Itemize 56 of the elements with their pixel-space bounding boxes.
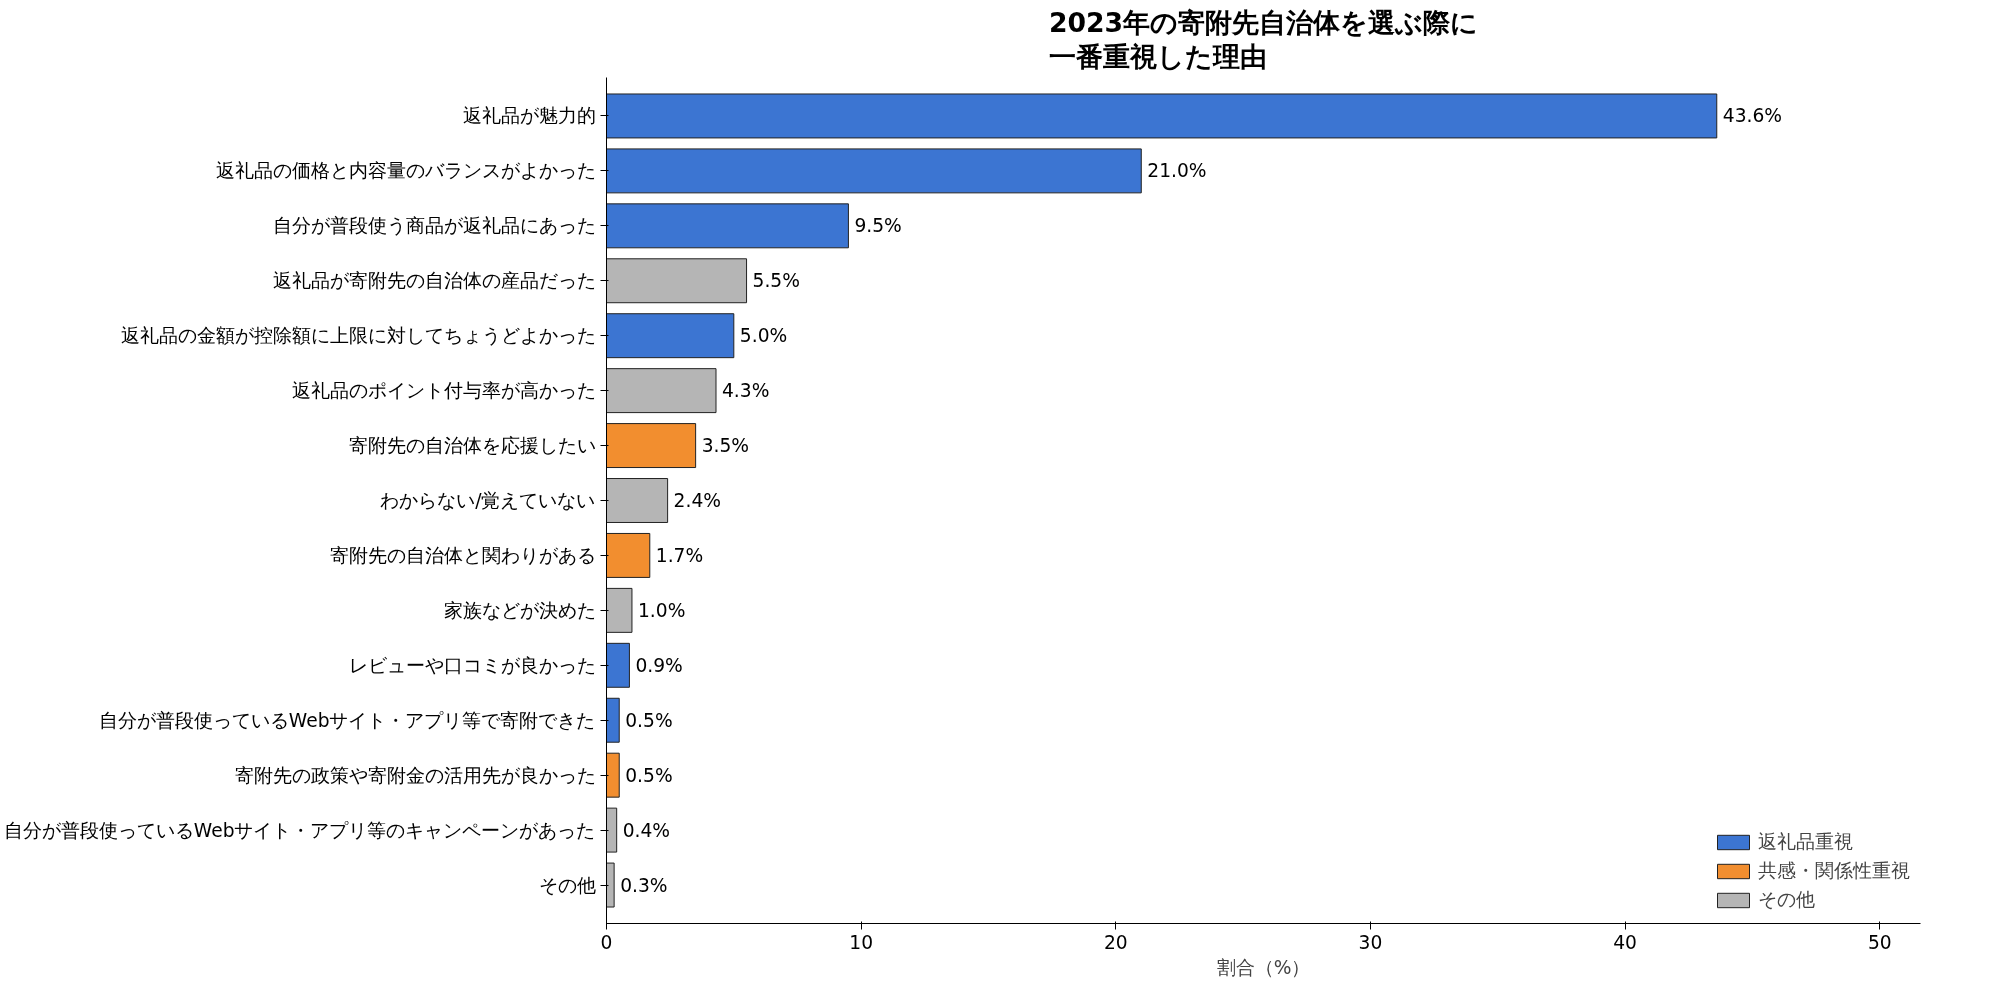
data-label: 0.5%	[625, 764, 673, 786]
x-tick-label: 20	[1103, 931, 1128, 953]
bar	[606, 423, 697, 469]
legend-label: 共感・関係性重視	[1758, 859, 1910, 883]
x-tick-label: 30	[1358, 931, 1383, 953]
y-tick-label: 自分が普段使う商品が返礼品にあった	[272, 215, 596, 237]
y-tick-label: 家族などが決めた	[443, 599, 596, 621]
data-label: 21.0%	[1147, 160, 1207, 182]
data-label: 1.0%	[637, 599, 686, 621]
y-tick-label: わからない/覚えていない	[380, 490, 596, 511]
data-label: 4.3%	[722, 380, 770, 402]
bar	[606, 203, 849, 249]
y-tick-label: 返礼品が魅力的	[462, 105, 596, 127]
y-tick-label: 返礼品の価格と内容量のバランスがよかった	[215, 160, 596, 182]
y-tick-label: 寄附先の自治体と関わりがある	[329, 544, 596, 566]
data-label: 5.0%	[739, 325, 788, 347]
y-tick-label: 寄附先の政策や寄附金の活用先が良かった	[234, 764, 596, 786]
data-label: 5.5%	[752, 270, 800, 292]
data-label: 1.7%	[655, 544, 704, 566]
data-label: 3.5%	[701, 435, 750, 457]
bar	[606, 532, 651, 578]
x-tick-label: 10	[849, 931, 874, 953]
bar	[606, 368, 717, 414]
y-tick-label: 自分が普段使っているWebサイト・アプリ等のキャンペーンがあった	[3, 819, 596, 841]
x-axis-title: 割合（%）	[1216, 956, 1311, 978]
bar	[606, 642, 630, 688]
bar	[606, 807, 618, 853]
data-label: 0.5%	[625, 709, 673, 731]
data-label: 9.5%	[854, 215, 902, 237]
x-tick-label: 50	[1867, 931, 1892, 953]
bar	[606, 148, 1142, 194]
data-label: 43.6%	[1722, 105, 1783, 127]
data-label: 0.4%	[622, 819, 671, 841]
y-tick-label: 返礼品が寄附先の自治体の産品だった	[272, 270, 596, 292]
y-tick-label: 自分が普段使っているWebサイト・アプリ等で寄附できた	[98, 709, 596, 731]
bar	[606, 752, 620, 798]
bar	[606, 93, 1718, 139]
y-tick-label: その他	[538, 874, 596, 896]
x-tick-label: 40	[1613, 931, 1637, 953]
legend-label: その他	[1758, 888, 1815, 912]
bar	[606, 697, 620, 743]
data-label: 0.9%	[635, 654, 683, 676]
data-label: 2.4%	[673, 490, 722, 511]
bar	[606, 587, 633, 633]
y-tick-label: 返礼品の金額が控除額に上限に対してちょうどよかった	[120, 325, 596, 347]
bar	[606, 313, 735, 359]
x-tick-label: 0	[600, 931, 613, 953]
bar	[606, 258, 748, 304]
bar	[606, 478, 669, 523]
legend-label: 返礼品重視	[1758, 830, 1853, 854]
y-tick-label: レビューや口コミが良かった	[348, 654, 596, 676]
y-tick-label: 寄附先の自治体を応援したい	[348, 435, 596, 457]
bar	[606, 862, 615, 908]
y-tick-label: 返礼品のポイント付与率が高かった	[291, 380, 596, 402]
chart-title: 2023年の寄附先自治体を選ぶ際に一番重視した理由	[1048, 7, 1479, 73]
data-label: 0.3%	[620, 874, 668, 896]
